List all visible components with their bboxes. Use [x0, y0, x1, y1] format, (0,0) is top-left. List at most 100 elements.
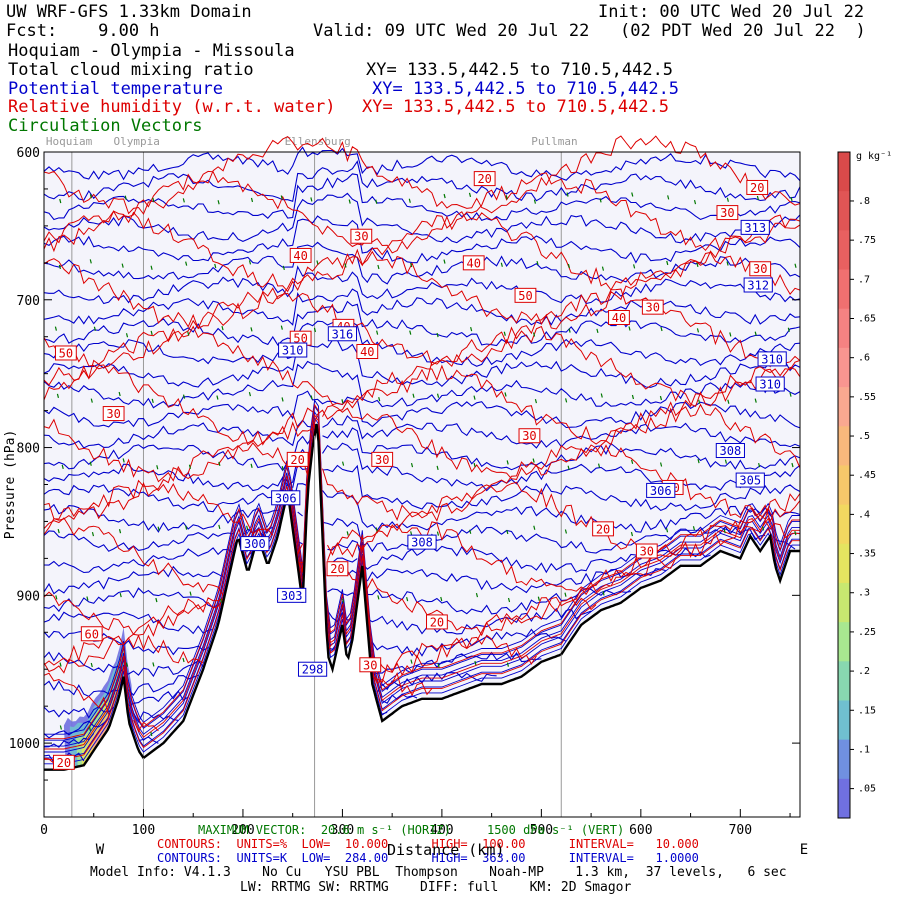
- vector-arrow: [506, 662, 509, 667]
- colorbar-segment-6: [838, 387, 850, 427]
- theta-label-10: 303: [277, 587, 307, 603]
- vector-arrow: [726, 261, 729, 266]
- rh-label-24-box: [359, 657, 382, 673]
- rh-label-20-text: 30: [640, 545, 654, 559]
- rh-label-1: 20: [746, 179, 769, 195]
- terrain-surface-line: [44, 423, 800, 771]
- vector-arrow: [61, 464, 64, 469]
- vector-arrow: [436, 531, 440, 536]
- rh-label-20: 30: [635, 543, 658, 559]
- vector-arrow: [88, 726, 92, 732]
- rh-label-12-box: [54, 345, 77, 361]
- vector-arrow: [696, 262, 699, 267]
- vector-arrow: [469, 529, 472, 534]
- theta-label-6-text: 308: [720, 444, 742, 458]
- vector-arrow: [155, 597, 158, 603]
- vector-arrow: [565, 398, 568, 403]
- colorbar-label-15: .05: [858, 784, 876, 795]
- rh-label-12-text: 50: [59, 346, 73, 360]
- vector-arrow: [794, 263, 797, 268]
- rh-label-15-box: [518, 428, 541, 444]
- rh-label-17: 20: [286, 451, 309, 467]
- theta-label-4: 310: [757, 351, 787, 367]
- rh-label-9-text: 40: [612, 311, 626, 325]
- field-vectors-name: Circulation Vectors: [8, 116, 203, 136]
- vector-arrow: [633, 264, 636, 269]
- plot-area: Hoquiam Olympia Ellensburg Pullman202030304…: [3, 135, 808, 858]
- vector-arrow: [316, 260, 319, 265]
- location-label-hoquiam: Hoquiam: [46, 135, 93, 148]
- theta-label-12: 305: [735, 472, 765, 488]
- theta-label-12-text: 305: [739, 474, 761, 488]
- vector-arrow: [55, 595, 58, 600]
- theta-surface-layer-5: [44, 404, 800, 741]
- rh-label-22: 20: [426, 614, 448, 630]
- theta-label-7: 308: [407, 534, 437, 550]
- theta-surface-layer-2: [44, 422, 800, 759]
- vector-arrow: [693, 199, 697, 205]
- vector-arrow: [696, 328, 700, 333]
- terrain-mask: [44, 423, 800, 817]
- vector-arrow: [216, 395, 219, 400]
- rh-label-6: 30: [749, 261, 772, 277]
- vector-arrow: [533, 525, 536, 530]
- vector-arrow: [54, 326, 57, 331]
- colorbar-label-13: .15: [858, 705, 876, 716]
- theta-label-5-box: [755, 376, 785, 392]
- vector-arrow: [567, 465, 570, 470]
- rh-label-7: 50: [514, 287, 537, 303]
- vector-arrow: [410, 462, 414, 468]
- y-tick-label-700: 700: [17, 294, 40, 309]
- vector-arrow: [503, 331, 506, 336]
- vector-arrow: [152, 662, 155, 667]
- vector-arrow: [150, 265, 153, 270]
- vector-arrow: [90, 662, 93, 668]
- vector-arrow: [281, 397, 284, 402]
- vector-arrow: [692, 526, 696, 531]
- theta-label-9-text: 306: [650, 484, 672, 498]
- vector-arrow: [507, 597, 511, 603]
- colorbar-segment-16: [838, 778, 850, 819]
- rh-label-14-box: [102, 406, 125, 422]
- theta-label-7-text: 308: [411, 536, 433, 550]
- location-label-ellensburg: Ellensburg: [285, 135, 351, 148]
- y-tick-label-800: 800: [17, 442, 40, 457]
- vector-arrow: [250, 327, 253, 332]
- rh-label-24: 30: [359, 657, 382, 673]
- vector-arrow: [280, 195, 283, 200]
- rh-label-19: 20: [592, 521, 614, 537]
- vector-arrow: [341, 461, 345, 466]
- theta-label-13-box: [297, 661, 328, 677]
- vector-arrow: [436, 393, 440, 398]
- colorbar-segment-2: [838, 230, 850, 271]
- vector-arrow: [118, 391, 121, 397]
- colorbar-unit-label: g kg⁻¹: [856, 151, 892, 162]
- vector-arrow: [89, 259, 92, 264]
- vector-arrow: [532, 458, 535, 463]
- vector-arrow: [599, 198, 602, 203]
- vector-arrow: [151, 398, 154, 404]
- vector-arrow: [437, 663, 440, 668]
- rh-contour-7: [43, 401, 801, 483]
- vector-arrow: [506, 529, 509, 535]
- vector-arrow: [121, 263, 124, 268]
- vector-arrow: [221, 326, 224, 331]
- location-label-olympia: Olympia: [113, 135, 159, 148]
- theta-contour-12: [43, 390, 801, 429]
- vector-arrow: [500, 262, 503, 267]
- vector-arrow: [150, 330, 153, 335]
- vector-arrow: [248, 260, 252, 265]
- vector-arrow: [409, 330, 412, 335]
- vector-arrow: [790, 196, 793, 202]
- colorbar-label-3: .65: [858, 314, 876, 325]
- rh-label-24-text: 30: [363, 658, 377, 672]
- vector-arrow: [280, 325, 283, 330]
- vector-arrow: [218, 524, 221, 529]
- vector-arrow: [568, 328, 571, 333]
- vector-arrow: [600, 393, 603, 398]
- colorbar: g kg⁻¹ .8 .75 .7 .65 .6 .55 .5 .45 .4 .35 .3 .25 .2 .1…: [837, 151, 892, 819]
- x-tick-label-700: 700: [729, 823, 752, 838]
- rh-label-0-text: 20: [477, 172, 491, 186]
- max-vector-text: MAXIMUM VECTOR: 20.6 m s⁻¹ (HORIZ) 1500 …: [198, 823, 625, 837]
- rh-label-6-box: [749, 261, 772, 277]
